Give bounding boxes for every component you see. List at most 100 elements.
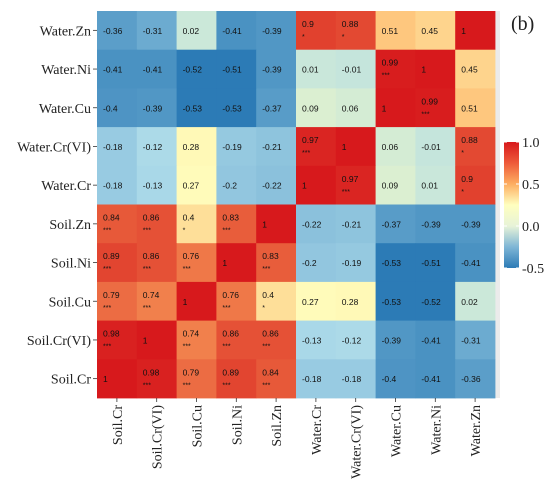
y-tick-label: Water.Cr xyxy=(41,179,91,194)
cell-value-label: 0.9 xyxy=(461,174,473,184)
heatmap-cell xyxy=(415,359,456,399)
heatmap-cell xyxy=(375,281,416,321)
cell-value-label: -0.36 xyxy=(461,374,481,384)
heatmap-cell xyxy=(296,11,337,51)
significance-marker: *** xyxy=(103,228,111,235)
heatmap-cell xyxy=(256,165,297,205)
cell-value-label: 0.06 xyxy=(342,103,359,113)
heatmap-cell xyxy=(415,49,456,89)
cell-value-label: 0.09 xyxy=(382,181,399,191)
significance-marker: *** xyxy=(222,228,230,235)
x-tick-label: Soil.Ni xyxy=(230,405,245,445)
y-tick-label: Water.Cr(VI) xyxy=(17,140,91,155)
significance-marker: *** xyxy=(143,228,151,235)
heatmap-cell xyxy=(256,88,297,128)
cell-value-label: 0.79 xyxy=(183,367,200,377)
heatmap-cell xyxy=(375,11,416,51)
colorbar-tick-label: -0.5 xyxy=(522,262,544,277)
heatmap-cell xyxy=(97,320,138,360)
heatmap-cell xyxy=(335,359,376,399)
y-tick-label: Soil.Cr(VI) xyxy=(27,334,92,349)
heatmap-cell xyxy=(415,243,456,283)
y-tick-label: Soil.Zn xyxy=(49,218,91,233)
significance-marker: *** xyxy=(262,266,270,273)
y-tick-label: Soil.Cu xyxy=(49,295,91,310)
cell-value-label: -0.01 xyxy=(342,65,362,75)
heatmap-cell xyxy=(296,320,337,360)
cell-value-label: -0.37 xyxy=(262,103,282,113)
cell-value-label: -0.52 xyxy=(421,297,441,307)
cell-value-label: -0.37 xyxy=(382,219,402,229)
cell-value-label: 1 xyxy=(143,335,148,345)
cell-value-label: 1 xyxy=(103,374,108,384)
x-tick-label: Water.Zn xyxy=(469,405,484,456)
cell-value-label: 0.74 xyxy=(143,290,160,300)
cell-value-label: 0.98 xyxy=(103,329,120,339)
significance-marker: *** xyxy=(103,305,111,312)
heatmap-cell xyxy=(335,127,376,167)
cell-value-label: -0.41 xyxy=(421,374,441,384)
cell-value-label: 0.74 xyxy=(183,329,200,339)
heatmap-cell xyxy=(216,49,257,89)
heatmap-cell xyxy=(415,281,456,321)
heatmap-cell xyxy=(97,127,138,167)
cell-value-label: 0.45 xyxy=(421,26,438,36)
significance-marker: *** xyxy=(222,305,230,312)
cell-value-label: -0.12 xyxy=(342,335,362,345)
colorbar-tick-label: 1.0 xyxy=(522,136,540,151)
significance-marker: *** xyxy=(103,266,111,273)
cell-value-label: -0.51 xyxy=(421,258,441,268)
heatmap-cell xyxy=(136,359,177,399)
heatmap-cell xyxy=(455,165,496,205)
heatmap-cell xyxy=(375,320,416,360)
heatmap-cell xyxy=(415,88,456,128)
cell-value-label: -0.18 xyxy=(342,374,362,384)
heatmap-cell xyxy=(296,49,337,89)
cell-value-label: 1 xyxy=(382,103,387,113)
heatmap-cell xyxy=(296,359,337,399)
heatmap-cell xyxy=(136,243,177,283)
cell-value-label: -0.41 xyxy=(222,26,242,36)
cell-value-label: 1 xyxy=(183,297,188,307)
cell-value-label: -0.21 xyxy=(342,219,362,229)
heatmap-cell xyxy=(335,204,376,244)
cell-value-label: 0.84 xyxy=(262,367,279,377)
cell-value-label: -0.39 xyxy=(382,335,402,345)
heatmap-cell xyxy=(335,243,376,283)
heatmap-cell xyxy=(296,127,337,167)
heatmap-cell xyxy=(136,49,177,89)
x-tick-label: Water.Cr(VI) xyxy=(350,405,365,479)
cell-value-label: -0.39 xyxy=(262,65,282,75)
cell-value-label: -0.39 xyxy=(421,219,441,229)
heatmap-cell xyxy=(375,88,416,128)
heatmap-cell xyxy=(296,204,337,244)
heatmap-cell xyxy=(216,88,257,128)
cell-value-label: -0.53 xyxy=(382,258,402,268)
cell-value-label: 0.88 xyxy=(342,19,359,29)
heatmap-cell xyxy=(455,127,496,167)
heatmap-cell xyxy=(335,11,376,51)
heatmap-cell xyxy=(335,49,376,89)
heatmap-cell xyxy=(296,165,337,205)
y-tick-label: Water.Cu xyxy=(39,102,91,117)
cell-value-label: 0.83 xyxy=(222,213,239,223)
heatmap-cell xyxy=(256,281,297,321)
cell-value-label: 0.98 xyxy=(143,367,160,377)
colorbar: 1.0 0.5 0.0 -0.5 xyxy=(504,136,544,277)
x-tick-label: Soil.Zn xyxy=(270,405,285,447)
cell-value-label: -0.19 xyxy=(342,258,362,268)
heatmap-cells: -0.36 -0.31 0.02 -0.41 -0.390.9*0.88*0.51 0.4… xyxy=(97,11,496,399)
heatmap-cell xyxy=(455,11,496,51)
y-tick-label: Water.Ni xyxy=(41,63,91,78)
significance-marker: *** xyxy=(222,344,230,351)
cell-value-label: 0.76 xyxy=(183,251,200,261)
heatmap-cell xyxy=(455,204,496,244)
heatmap-cell xyxy=(335,88,376,128)
heatmap-cell xyxy=(136,281,177,321)
heatmap-cell xyxy=(176,49,217,89)
cell-value-label: -0.41 xyxy=(461,258,481,268)
cell-value-label: -0.41 xyxy=(103,65,123,75)
cell-value-label: 0.4 xyxy=(183,213,195,223)
cell-value-label: 0.09 xyxy=(302,103,319,113)
